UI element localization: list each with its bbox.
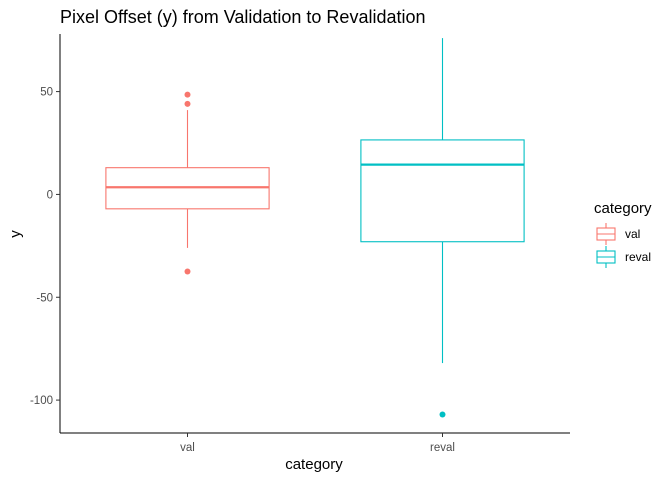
box-val <box>105 91 270 275</box>
legend-item-val: val <box>596 223 640 245</box>
legend-title: category <box>594 200 652 217</box>
y-tick-label: 0 <box>47 189 53 201</box>
x-tick-label: reval <box>430 442 455 454</box>
y-tick-label: -100 <box>30 395 53 407</box>
y-axis-title: y <box>7 230 24 238</box>
x-ticks: val reval <box>180 433 455 454</box>
outlier-point <box>184 100 191 107</box>
box-iqr <box>360 139 525 243</box>
box-reval <box>360 38 525 418</box>
y-tick-label: -50 <box>36 292 53 304</box>
legend-entries: val reval <box>596 223 651 268</box>
legend-label: val <box>625 227 640 241</box>
legend-item-reval: reval <box>596 246 651 268</box>
outlier-point <box>184 91 191 98</box>
x-tick-label: val <box>180 442 195 454</box>
outlier-point <box>439 411 446 418</box>
y-tick-label: 50 <box>40 87 53 99</box>
outlier-point <box>184 268 191 275</box>
legend-label: reval <box>625 250 651 264</box>
legend: category val reval <box>594 200 652 268</box>
chart-title: Pixel Offset (y) from Validation to Reva… <box>60 7 426 27</box>
y-ticks: -100 -50 0 50 <box>30 87 60 407</box>
plot-area <box>105 38 525 418</box>
x-axis-title: category <box>285 456 343 473</box>
